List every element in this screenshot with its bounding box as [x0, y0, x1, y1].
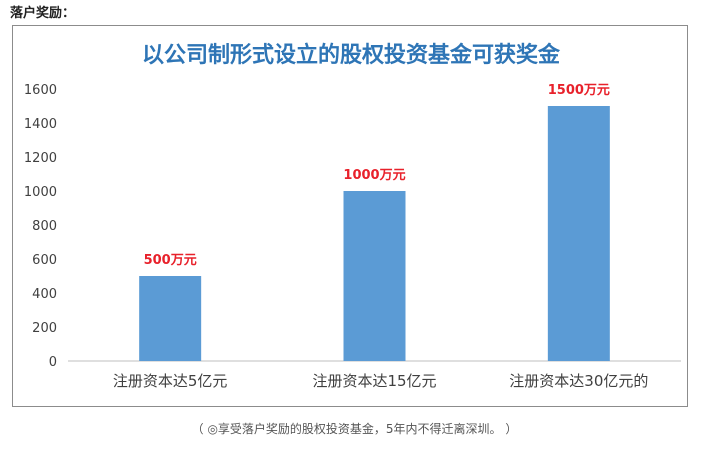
data-label: 500万元 — [144, 253, 197, 268]
x-axis: 注册资本达5亿元 注册资本达15亿元 注册资本达30亿元的 — [113, 372, 648, 390]
data-label: 1500万元 — [548, 83, 610, 98]
y-tick-label: 400 — [32, 287, 57, 302]
x-tick-label: 注册资本达5亿元 — [113, 372, 228, 390]
y-tick-label: 600 — [32, 253, 57, 268]
chart-canvas: 以公司制形式设立的股权投资基金可获奖金 0 200 400 600 800 1000 120… — [24, 42, 681, 390]
y-tick-label: 200 — [32, 321, 57, 336]
y-tick-label: 1600 — [24, 83, 57, 98]
image-caption: （ ◎享受落户奖励的股权投资基金，5年内不得迁离深圳。 ） — [191, 422, 518, 436]
bar-chart: 以公司制形式设立的股权投资基金可获奖金 0 200 400 600 800 1000 120… — [12, 25, 688, 407]
bar — [139, 276, 202, 361]
y-tick-label: 800 — [32, 219, 57, 234]
x-tick-label: 注册资本达30亿元的 — [509, 372, 648, 390]
y-tick-label: 1400 — [24, 117, 57, 132]
y-tick-label: 0 — [49, 355, 57, 370]
y-tick-label: 1000 — [24, 185, 57, 200]
chart-title: 以公司制形式设立的股权投资基金可获奖金 — [142, 42, 561, 68]
bar — [343, 191, 406, 361]
data-label: 1000万元 — [343, 168, 405, 183]
section-heading: 落户奖励： — [10, 6, 76, 21]
bar — [547, 106, 610, 361]
x-tick-label: 注册资本达15亿元 — [312, 372, 436, 390]
y-tick-label: 1200 — [24, 151, 57, 166]
y-axis: 0 200 400 600 800 1000 1200 1400 1600 — [24, 83, 57, 370]
bar-series: 500万元 1000万元 1500万元 — [139, 83, 610, 361]
